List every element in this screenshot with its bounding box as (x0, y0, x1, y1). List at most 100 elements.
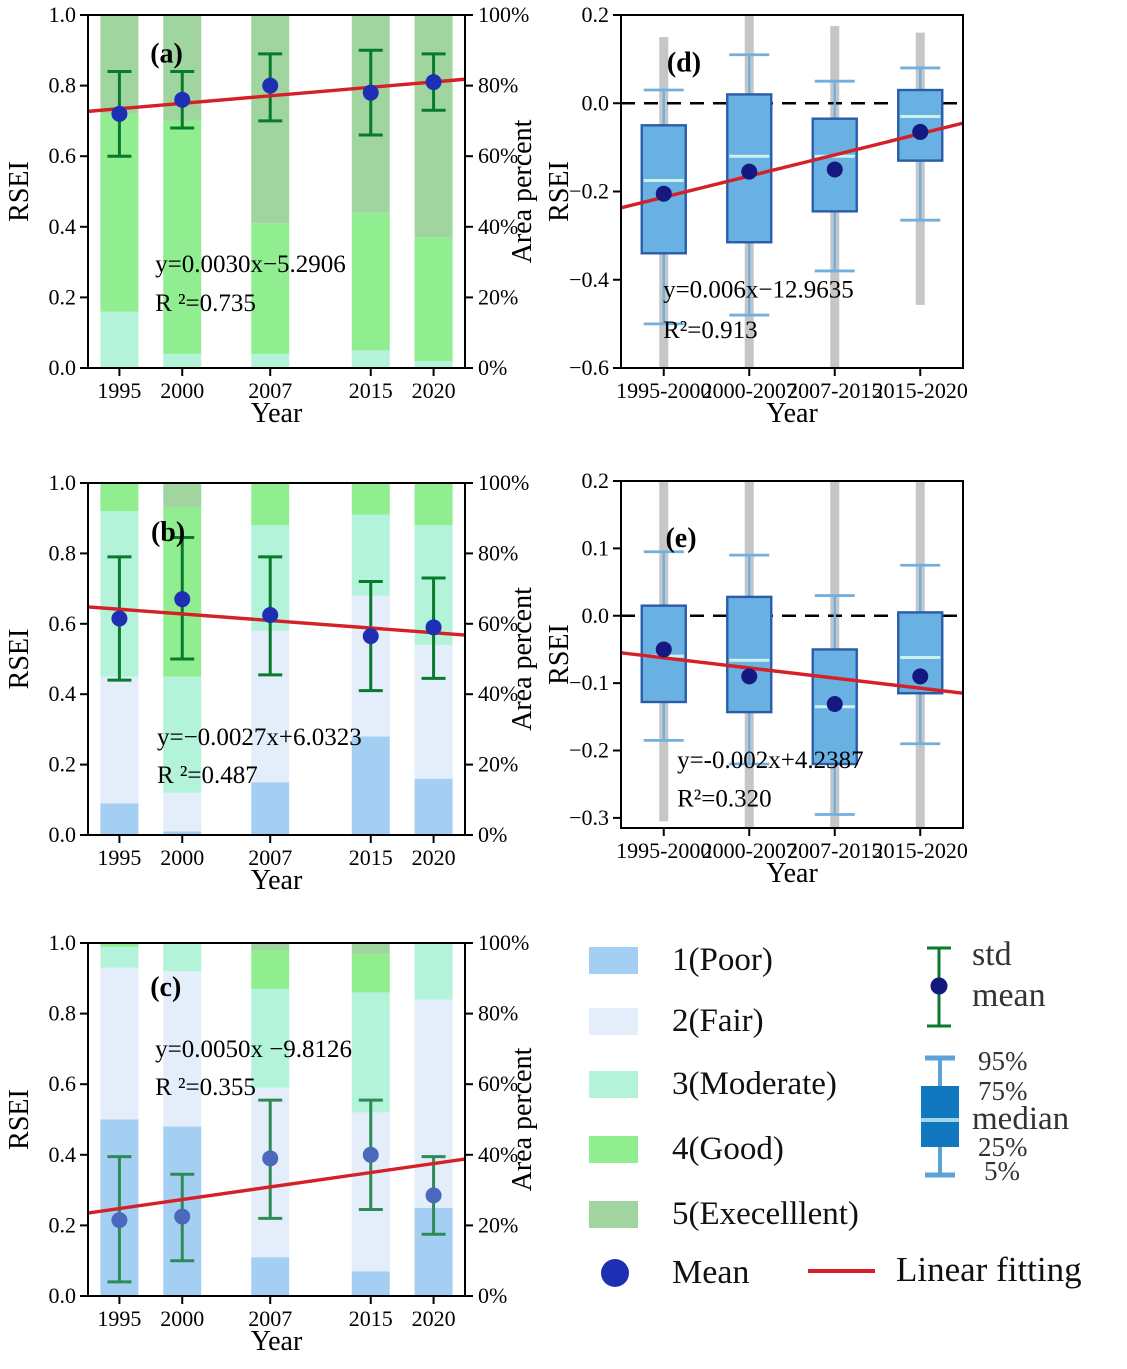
svg-text:1.0: 1.0 (49, 2, 77, 27)
svg-text:2020: 2020 (412, 378, 456, 403)
svg-text:2020: 2020 (412, 1306, 456, 1331)
legend-item-class-5: 5(Execelllent) (589, 1193, 859, 1235)
axes: 0.2 0.0 −0.2 −0.4 −0.6 1995-20002000-20072007… (569, 2, 968, 403)
class-1-label: 1(Poor) (672, 941, 773, 978)
p25-label: 25% (978, 1132, 1028, 1162)
svg-text:80%: 80% (478, 73, 518, 98)
class-1-swatch (589, 946, 638, 974)
fit-line (87, 1157, 466, 1215)
y-axis-title: RSEI (4, 1089, 35, 1150)
panel-e-boxplot: 0.2 0.1 0.0 −0.1 −0.2 −0.3 1995-2000 2000-2007 2… (545, 460, 1127, 915)
svg-text:RSEI: RSEI (4, 1089, 35, 1150)
svg-text:0.4: 0.4 (49, 214, 77, 239)
svg-text:100%: 100% (478, 930, 529, 955)
svg-text:y=−0.0027x+6.0323: y=−0.0027x+6.0323 (157, 724, 362, 751)
legend-item-class-4: 4(Good) (589, 1128, 784, 1170)
svg-text:0.2: 0.2 (582, 468, 610, 493)
boxplots (640, 550, 944, 816)
svg-text:RSEI: RSEI (4, 161, 35, 222)
range-bars (659, 481, 925, 828)
svg-text:2007: 2007 (248, 378, 292, 403)
fit-line (87, 605, 466, 637)
x-axis-title: Year (251, 1326, 303, 1357)
svg-text:60%: 60% (478, 611, 518, 636)
svg-text:0.8: 0.8 (49, 73, 77, 98)
axes: 1.0 0.8 0.6 0.4 0.2 0.0 100% 80% 60% 40% 20% 0% 1995… (49, 470, 530, 870)
svg-text:2015: 2015 (349, 1306, 393, 1331)
svg-text:2015: 2015 (349, 378, 393, 403)
svg-text:100%: 100% (478, 470, 529, 495)
chart-svg-a: 1.0 0.8 0.6 0.4 0.2 0.0 100% 80% 60% 40% 20% 0% 1995… (4, 2, 538, 429)
axes: 1.0 0.8 0.6 0.4 0.2 0.0 100% 80% 60% 40% 20% 0% 1995… (49, 930, 530, 1331)
svg-text:2000: 2000 (160, 1306, 204, 1331)
class-2-swatch (589, 1007, 638, 1035)
svg-text:0%: 0% (478, 355, 507, 380)
svg-text:2007-2015: 2007-2015 (787, 378, 882, 403)
svg-text:80%: 80% (478, 540, 518, 565)
y-axis-title: RSEI (4, 629, 35, 690)
mean-points (655, 641, 929, 713)
svg-text:Year: Year (251, 865, 303, 896)
y-axis-title: RSEI (545, 624, 575, 685)
svg-text:2007: 2007 (248, 1306, 292, 1331)
mean-points (111, 591, 442, 645)
svg-text:0.2: 0.2 (49, 284, 77, 309)
svg-text:0.0: 0.0 (49, 355, 77, 380)
svg-text:R ²=0.487: R ²=0.487 (157, 762, 258, 789)
class-5-label: 5(Execelllent) (672, 1195, 859, 1232)
svg-text:y=0.0050x −9.8126: y=0.0050x −9.8126 (155, 1036, 352, 1063)
svg-text:2007-2015: 2007-2015 (787, 838, 882, 863)
std-mean-labels: std mean (972, 934, 1046, 1016)
svg-text:−0.4: −0.4 (569, 267, 609, 292)
svg-text:80%: 80% (478, 1001, 518, 1026)
svg-text:0.2: 0.2 (49, 752, 77, 777)
mean-label: mean (972, 977, 1046, 1014)
chart-svg-b: 1.0 0.8 0.6 0.4 0.2 0.0 100% 80% 60% 40% 20% 0% 1995… (4, 470, 538, 896)
mean-row-label: Mean (672, 1254, 750, 1291)
svg-text:(d): (d) (667, 47, 701, 78)
svg-text:R²=0.913: R²=0.913 (663, 317, 758, 344)
boxplot-glyph-icon (921, 1055, 959, 1178)
x-axis-title: Year (766, 398, 818, 429)
svg-text:60%: 60% (478, 1071, 518, 1096)
svg-text:Area percent: Area percent (507, 119, 538, 263)
svg-text:1995: 1995 (97, 1306, 141, 1331)
svg-text:40%: 40% (478, 214, 518, 239)
svg-text:2020: 2020 (412, 845, 456, 870)
svg-text:2015-2020: 2015-2020 (873, 378, 968, 403)
class-4-swatch (589, 1135, 638, 1163)
svg-text:0.6: 0.6 (49, 143, 77, 168)
chart-svg-d: 0.2 0.0 −0.2 −0.4 −0.6 1995-20002000-20072007… (545, 2, 968, 429)
svg-text:Area percent: Area percent (507, 1047, 538, 1191)
fit-line (620, 651, 964, 695)
right-axis-title: Area percent (507, 1047, 538, 1191)
svg-text:(c): (c) (150, 972, 181, 1003)
stacked-bars (100, 483, 453, 835)
x-axis-title: Year (251, 398, 303, 429)
svg-text:0.6: 0.6 (49, 1071, 77, 1096)
svg-text:2015: 2015 (349, 845, 393, 870)
mean-points (111, 1146, 442, 1229)
svg-text:20%: 20% (478, 752, 518, 777)
svg-text:0.0: 0.0 (582, 90, 610, 115)
svg-text:40%: 40% (478, 1142, 518, 1167)
legend-item-class-2: 2(Fair) (589, 1000, 764, 1042)
linear-fitting-line-icon (808, 1269, 875, 1273)
annotations: (b) y=−0.0027x+6.0323 R ²=0.487 (151, 517, 362, 789)
svg-text:2000-2007: 2000-2007 (702, 838, 797, 863)
svg-text:Year: Year (766, 858, 818, 889)
svg-text:Year: Year (766, 398, 818, 429)
svg-text:y=0.006x−12.9635: y=0.006x−12.9635 (663, 276, 854, 303)
svg-text:2015-2020: 2015-2020 (873, 838, 968, 863)
svg-text:(a): (a) (150, 39, 183, 70)
class-3-label: 3(Moderate) (672, 1065, 837, 1102)
chart-svg-e: 0.20.10.0−0.1−0.2−0.31995-20002000-20072… (545, 468, 968, 889)
mean-points (111, 74, 442, 122)
std-mean-glyph-icon (927, 946, 951, 1028)
right-axis-title: Area percent (507, 119, 538, 263)
svg-text:(e): (e) (665, 523, 696, 554)
svg-text:0.4: 0.4 (49, 1142, 77, 1167)
svg-text:R²=0.320: R²=0.320 (677, 785, 772, 812)
mean-points (655, 123, 929, 202)
